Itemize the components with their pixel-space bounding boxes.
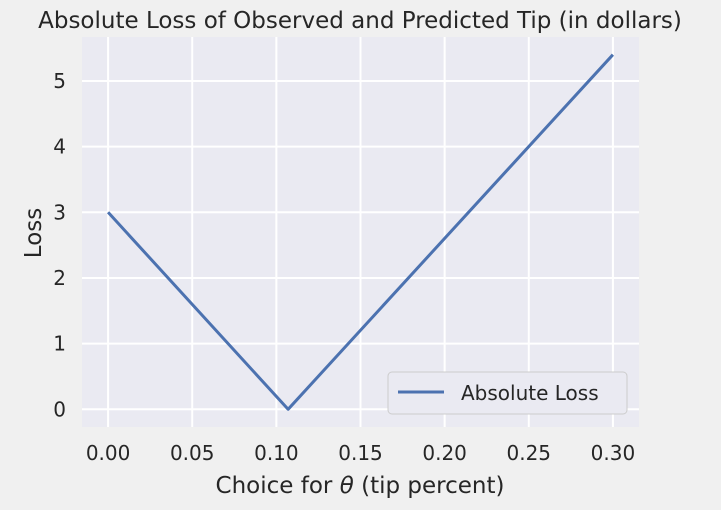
y-axis-label: Loss bbox=[21, 208, 47, 258]
x-axis-label: Choice for θ (tip percent) bbox=[216, 473, 505, 499]
x-tick-label: 0.10 bbox=[254, 441, 299, 465]
x-tick-label: 0.20 bbox=[422, 441, 467, 465]
legend-box bbox=[387, 371, 628, 415]
series-layer bbox=[106, 53, 615, 411]
x-tick-label: 0.25 bbox=[507, 441, 552, 465]
y-tick-labels: 0 1 2 3 4 5 bbox=[53, 69, 66, 421]
y-tick-label: 4 bbox=[53, 135, 66, 159]
series-line-absolute-loss bbox=[106, 53, 615, 411]
y-tick-label: 1 bbox=[53, 332, 66, 356]
chart-title: Absolute Loss of Observed and Predicted … bbox=[38, 8, 682, 34]
x-tick-label: 0.05 bbox=[170, 441, 215, 465]
y-tick-label: 3 bbox=[53, 200, 66, 224]
x-tick-label: 0.30 bbox=[591, 441, 636, 465]
y-tick-label: 5 bbox=[53, 69, 66, 93]
y-tick-label: 2 bbox=[53, 266, 66, 290]
legend-label: Absolute Loss bbox=[461, 381, 599, 405]
y-tick-label: 0 bbox=[53, 397, 66, 421]
x-tick-label: 0.15 bbox=[338, 441, 383, 465]
x-tick-labels: 0.00 0.05 0.10 0.15 0.20 0.25 0.30 bbox=[86, 441, 635, 465]
grid-lines bbox=[82, 37, 639, 427]
x-tick-label: 0.00 bbox=[86, 441, 131, 465]
legend: Absolute Loss bbox=[387, 371, 628, 415]
